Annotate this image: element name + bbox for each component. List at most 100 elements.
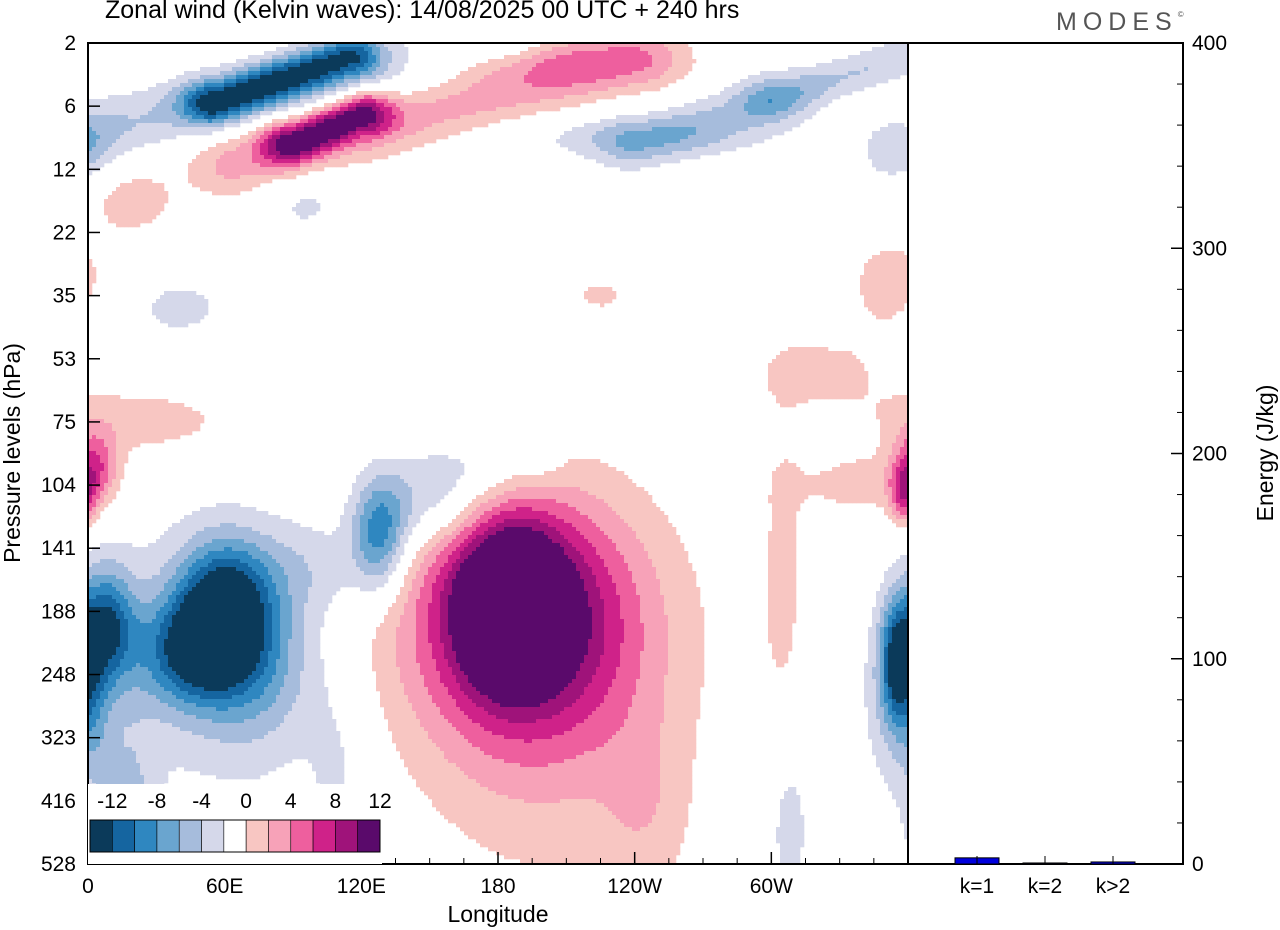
heat-cell xyxy=(292,87,297,92)
heat-cell xyxy=(532,99,537,104)
heat-cell xyxy=(560,99,565,104)
heat-cell xyxy=(536,107,541,112)
heat-cell xyxy=(868,79,873,84)
heat-cell xyxy=(180,79,185,84)
heat-cell xyxy=(396,91,401,96)
heat-cell xyxy=(736,107,741,112)
heat-cell xyxy=(660,75,665,80)
heat-cell xyxy=(260,151,265,156)
heat-cell xyxy=(580,71,585,76)
heat-cell xyxy=(848,355,853,360)
heat-cell xyxy=(636,79,641,84)
heat-cell xyxy=(444,127,449,132)
heat-cell xyxy=(268,155,273,160)
heat-cell xyxy=(216,79,221,84)
heat-cell xyxy=(856,79,861,84)
heat-cell xyxy=(652,127,657,132)
heat-cell xyxy=(636,59,641,64)
heat-cell xyxy=(472,87,477,92)
heat-cell xyxy=(372,99,377,104)
heat-cell xyxy=(240,119,245,124)
heat-cell xyxy=(100,123,105,128)
heat-cell xyxy=(852,391,857,396)
heat-cell xyxy=(792,375,797,380)
heat-cell xyxy=(600,79,605,84)
heat-cell xyxy=(800,115,805,120)
heat-cell xyxy=(540,95,545,100)
heat-cell xyxy=(472,99,477,104)
heat-cell xyxy=(672,67,677,72)
heat-cell xyxy=(900,259,905,264)
heat-cell xyxy=(460,111,465,116)
heat-cell xyxy=(364,135,369,140)
heat-cell xyxy=(904,63,908,68)
heat-cell xyxy=(820,95,825,100)
heat-cell xyxy=(176,319,181,324)
heat-cell xyxy=(676,71,681,76)
heat-cell xyxy=(376,47,381,52)
heat-cell xyxy=(696,155,701,160)
heat-cell xyxy=(192,123,197,128)
heat-cell xyxy=(368,135,373,140)
heat-cell xyxy=(884,59,889,64)
heat-cell xyxy=(464,95,469,100)
heat-cell xyxy=(608,119,613,124)
heat-cell xyxy=(336,163,341,168)
heat-cell xyxy=(376,119,381,124)
heat-cell xyxy=(688,63,693,68)
heat-cell xyxy=(500,59,505,64)
heat-cell xyxy=(204,131,209,136)
heat-cell xyxy=(356,119,361,124)
heat-cell xyxy=(872,79,877,84)
heat-cell xyxy=(560,63,565,68)
heat-cell xyxy=(728,119,733,124)
heat-cell xyxy=(592,51,597,56)
heat-cell xyxy=(820,63,825,68)
heat-cell xyxy=(292,175,297,180)
heat-cell xyxy=(896,267,901,272)
heat-cell xyxy=(296,79,301,84)
heat-cell xyxy=(288,99,293,104)
heat-cell xyxy=(216,175,221,180)
heat-cell xyxy=(760,79,765,84)
heat-cell xyxy=(500,75,505,80)
heat-cell xyxy=(728,103,733,108)
heat-cell xyxy=(820,359,825,364)
heat-cell xyxy=(796,375,801,380)
heat-cell xyxy=(248,183,253,188)
heat-cell xyxy=(884,51,889,56)
heat-cell xyxy=(620,139,625,144)
heat-cell xyxy=(776,359,781,364)
heat-cell xyxy=(616,47,621,52)
heat-cell xyxy=(380,71,385,76)
heat-cell xyxy=(104,127,109,132)
heat-cell xyxy=(496,99,501,104)
heat-cell xyxy=(232,147,237,152)
heat-cell xyxy=(336,55,341,60)
heat-cell xyxy=(192,119,197,124)
heat-cell xyxy=(404,135,409,140)
heat-cell xyxy=(292,75,297,80)
heat-cell xyxy=(428,91,433,96)
heat-cell xyxy=(696,119,701,124)
heat-cell xyxy=(448,87,453,92)
heat-cell xyxy=(712,143,717,148)
heat-cell xyxy=(812,387,817,392)
heat-cell xyxy=(332,151,337,156)
heat-cell xyxy=(400,123,405,128)
heat-cell xyxy=(296,119,301,124)
heat-cell xyxy=(156,399,161,404)
heat-cell xyxy=(788,359,793,364)
heat-cell xyxy=(136,219,141,224)
heat-cell xyxy=(528,103,533,108)
heat-cell xyxy=(420,91,425,96)
heat-cell xyxy=(544,91,549,96)
heat-cell xyxy=(304,171,309,176)
heat-cell xyxy=(364,115,369,120)
heat-cell xyxy=(548,67,553,72)
heat-cell xyxy=(388,75,393,80)
heat-cell xyxy=(364,119,369,124)
heat-cell xyxy=(560,91,565,96)
heat-cell xyxy=(628,47,633,52)
heat-cell xyxy=(816,395,821,400)
